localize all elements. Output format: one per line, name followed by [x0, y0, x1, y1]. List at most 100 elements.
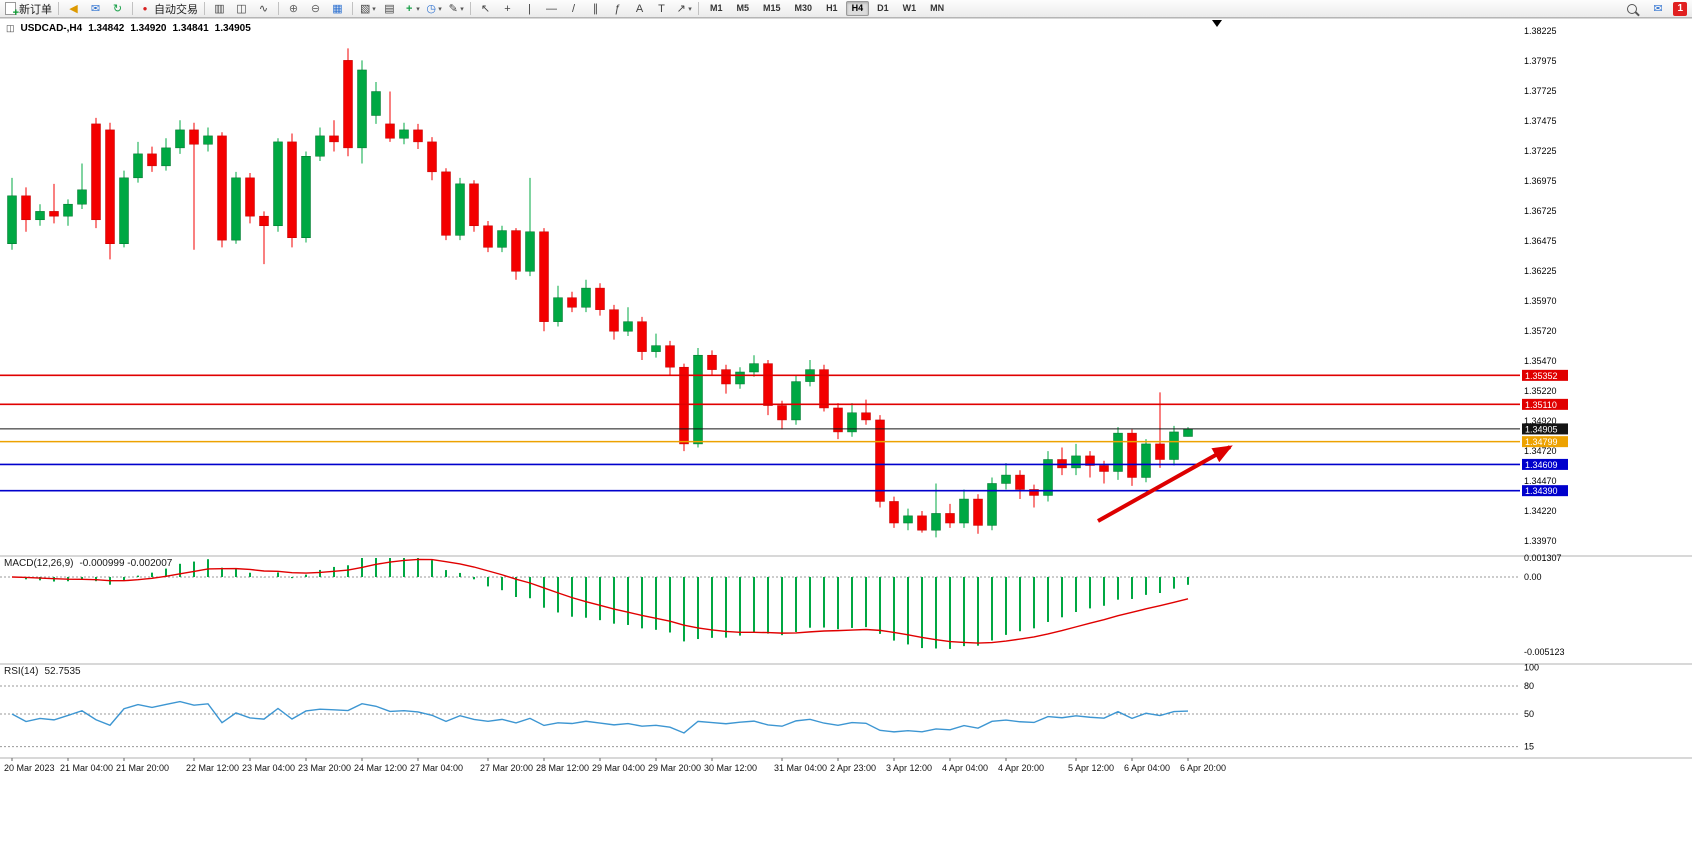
- autotrading-label: 自动交易: [154, 3, 198, 16]
- timeframe-button-h4[interactable]: H4: [845, 1, 870, 16]
- price-scale-tick: 1.35720: [1524, 326, 1557, 336]
- level-price-label: [1522, 398, 1568, 410]
- timeframe-button-mn[interactable]: MN: [930, 3, 945, 13]
- price-scale-tick: 1.36225: [1524, 266, 1557, 276]
- timeframe-button-d1[interactable]: D1: [877, 3, 889, 13]
- candle-body: [287, 141, 297, 239]
- new-chart-button[interactable]: ▧ ▾: [357, 1, 378, 17]
- candle-body: [385, 123, 395, 139]
- crosshair-button[interactable]: +: [497, 1, 518, 17]
- time-axis-label: 21 Mar 20:00: [116, 763, 169, 773]
- candle-body: [49, 211, 59, 217]
- price-scale-tick: 1.36475: [1524, 236, 1557, 246]
- macd-scale-tick: 0.00: [1524, 572, 1542, 582]
- zoom-in-button[interactable]: ⊕: [283, 1, 304, 17]
- candle-body: [1071, 455, 1081, 469]
- candle-body: [973, 498, 983, 526]
- publisher-button[interactable]: ✉: [85, 1, 106, 17]
- candle-body: [427, 141, 437, 173]
- macd-scale-tick: -0.005123: [1524, 647, 1565, 657]
- candlestick-icon: ◫: [236, 2, 247, 15]
- timeframe-button-m30[interactable]: M30: [794, 3, 813, 13]
- chat-button[interactable]: ✉: [1647, 1, 1668, 17]
- candle-body: [119, 177, 129, 244]
- indicators-icon: +: [406, 2, 413, 15]
- candle-body: [1155, 443, 1165, 460]
- level-price-label: [1522, 458, 1568, 470]
- autotrading-status-icon: ●: [142, 3, 148, 13]
- candle-body: [273, 141, 283, 227]
- text-icon: A: [635, 2, 644, 15]
- arrow-tools-button[interactable]: ↗ ▾: [673, 1, 694, 17]
- tile-windows-button[interactable]: ▦: [327, 1, 348, 17]
- candle-body: [483, 225, 493, 248]
- candle-body: [469, 183, 479, 227]
- zoom-out-button[interactable]: ⊖: [305, 1, 326, 17]
- bar-chart-button[interactable]: ▥: [209, 1, 230, 17]
- price-scale-tick: 1.36725: [1524, 206, 1557, 216]
- candlestick-chart-button[interactable]: ◫: [231, 1, 252, 17]
- candle-body: [497, 230, 507, 248]
- candle-body: [259, 215, 269, 227]
- trend-arrow-annotation[interactable]: [1097, 445, 1233, 523]
- timeframe-button-h1[interactable]: H1: [826, 3, 838, 13]
- megaphone-icon: ◀: [69, 2, 78, 15]
- channel-button[interactable]: ∥: [585, 1, 606, 17]
- candle-body: [91, 123, 101, 221]
- timeframe-button-m5[interactable]: M5: [736, 3, 750, 13]
- time-axis-label: 21 Mar 04:00: [60, 763, 113, 773]
- macd-values: -0.000999 -0.002007: [79, 558, 173, 569]
- chart-shift-marker-icon[interactable]: [1212, 20, 1222, 27]
- candle-body: [7, 195, 17, 244]
- price-scale-tick: 1.33970: [1524, 536, 1557, 546]
- candle-body: [553, 297, 563, 322]
- label-tool-button[interactable]: T: [651, 1, 672, 17]
- toolbar-separator: [470, 2, 471, 15]
- period-button[interactable]: ◷ ▾: [423, 1, 444, 17]
- candle-body: [511, 230, 521, 272]
- price-scale-tick: 1.37725: [1524, 86, 1557, 96]
- templates-icon: ✎: [448, 2, 458, 15]
- notification-badge[interactable]: 1: [1673, 1, 1687, 16]
- candle-body: [1043, 459, 1053, 496]
- chevron-down-icon: ▾: [438, 5, 442, 13]
- autotrading-button[interactable]: ● 自动交易: [137, 1, 200, 17]
- candle-body: [329, 135, 339, 143]
- toolbar-separator: [58, 2, 59, 15]
- horizontal-line-button[interactable]: —: [541, 1, 562, 17]
- templates-button[interactable]: ✎ ▾: [445, 1, 466, 17]
- new-order-button[interactable]: + 新订单: [3, 1, 54, 19]
- profiles-button[interactable]: ▤: [379, 1, 400, 17]
- line-chart-button[interactable]: ∿: [253, 1, 274, 17]
- vertical-line-button[interactable]: |: [519, 1, 540, 17]
- time-axis-label: 29 Mar 04:00: [592, 763, 645, 773]
- megaphone-button[interactable]: ◀: [63, 1, 84, 17]
- fibonacci-button[interactable]: ƒ: [607, 1, 628, 17]
- time-axis-label: 4 Apr 04:00: [942, 763, 988, 773]
- line-chart-icon: ∿: [258, 2, 269, 15]
- profiles-icon: ▤: [384, 2, 395, 15]
- refresh-button[interactable]: ↻: [107, 1, 128, 17]
- indicators-button[interactable]: + ▾: [401, 1, 422, 17]
- candle-body: [861, 412, 871, 421]
- macd-panel-label: MACD(12,26,9) -0.000999 -0.002007: [4, 558, 172, 569]
- timeframe-group: M1 M5 M15 M30 H1 H4 D1 W1 MN: [703, 1, 951, 16]
- timeframe-button-m15[interactable]: M15: [763, 3, 781, 13]
- candle-body: [707, 354, 717, 370]
- zoom-out-icon: ⊖: [310, 2, 321, 15]
- time-axis-label: 29 Mar 20:00: [648, 763, 701, 773]
- candle-body: [609, 309, 619, 332]
- timeframe-button-w1[interactable]: W1: [902, 3, 917, 13]
- time-axis-label: 31 Mar 04:00: [774, 763, 827, 773]
- text-tool-button[interactable]: A: [629, 1, 650, 17]
- candle-body: [1029, 489, 1039, 496]
- candle-body: [203, 135, 213, 145]
- trendline-button[interactable]: /: [563, 1, 584, 17]
- price-scale-tick: 1.35220: [1524, 386, 1557, 396]
- candle-body: [595, 287, 605, 310]
- timeframe-button-m1[interactable]: M1: [710, 3, 723, 13]
- rsi-scale-tick: 50: [1524, 709, 1534, 719]
- search-button[interactable]: [1621, 1, 1642, 17]
- cursor-button[interactable]: ↖: [475, 1, 496, 17]
